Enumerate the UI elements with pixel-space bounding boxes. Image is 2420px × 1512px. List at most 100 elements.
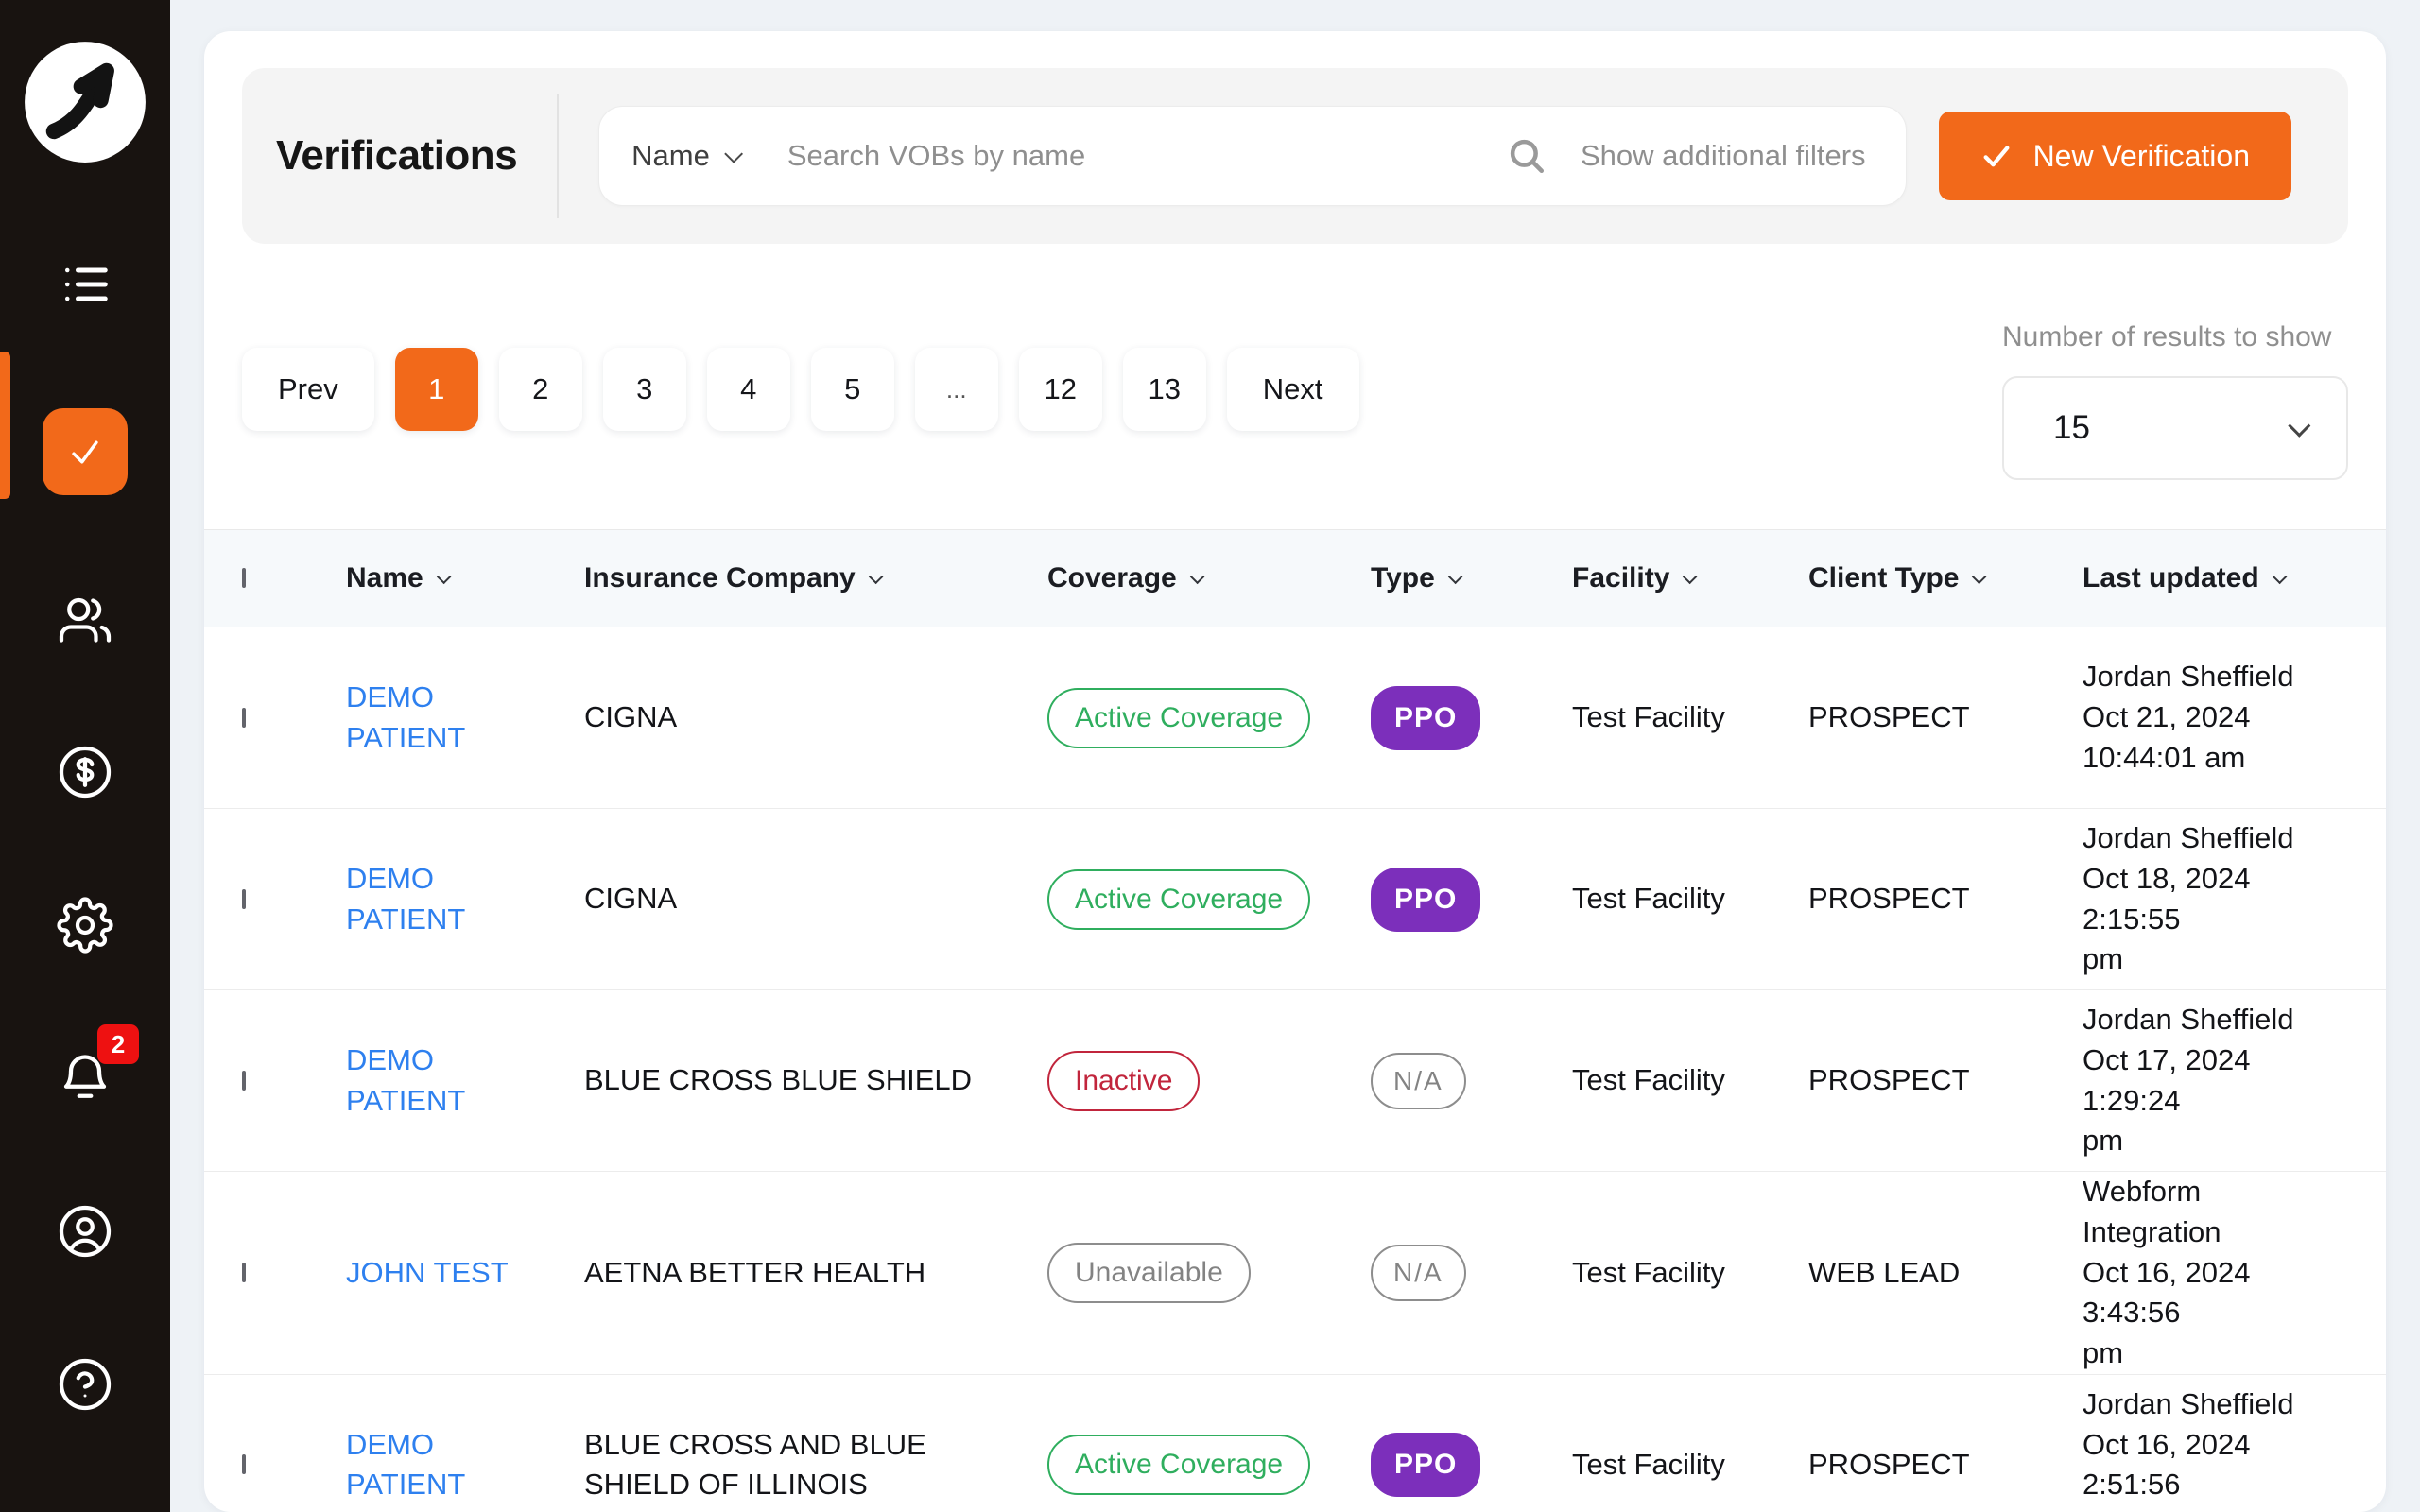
search-field-selector[interactable]: Name [631, 139, 743, 173]
column-header-name[interactable]: Name [346, 562, 584, 594]
dollar-icon [59, 746, 112, 799]
check-icon [72, 440, 98, 464]
new-verification-button[interactable]: New Verification [1938, 112, 2291, 200]
notification-badge: 2 [97, 1024, 139, 1064]
chevron-down-icon [1189, 569, 1205, 584]
pagination-ellipsis: ... [914, 348, 998, 431]
chevron-down-icon [2272, 569, 2288, 584]
pagination-page-2[interactable]: 2 [498, 348, 582, 431]
row-checkbox[interactable] [242, 1262, 246, 1282]
sidebar-item-billing[interactable] [56, 743, 114, 801]
coverage-badge: Active Coverage [1047, 868, 1311, 930]
patient-name-link[interactable]: DEMO PATIENT [346, 1042, 466, 1117]
search-input[interactable] [786, 139, 1507, 173]
sidebar-item-list[interactable] [56, 255, 114, 314]
facility: Test Facility [1572, 1255, 1725, 1289]
pagination-page-13[interactable]: 13 [1122, 348, 1206, 431]
content-card: Verifications Name Show additional filte… [204, 31, 2386, 1512]
sidebar: 2 [0, 0, 170, 1512]
check-icon [1983, 146, 2010, 167]
pagination-page-1[interactable]: 1 [394, 348, 478, 431]
verifications-table: Name Insurance Company Coverage Type Fac… [204, 529, 2386, 1512]
pagination-page-4[interactable]: 4 [706, 348, 790, 431]
patient-name-link[interactable]: DEMO PATIENT [346, 1427, 466, 1502]
pagination-page-12[interactable]: 12 [1018, 348, 1102, 431]
coverage-badge: Unavailable [1047, 1242, 1251, 1303]
column-header-client-type[interactable]: Client Type [1808, 562, 2083, 594]
pagination-prev[interactable]: Prev [242, 348, 374, 431]
patient-name-link[interactable]: DEMO PATIENT [346, 679, 466, 754]
column-header-coverage[interactable]: Coverage [1047, 562, 1371, 594]
sidebar-nav: 2 [43, 255, 139, 1414]
results-per-page: Number of results to show 15 [2002, 321, 2348, 480]
search-bar: Name Show additional filters [598, 106, 1907, 206]
table-header-row: Name Insurance Company Coverage Type Fac… [204, 529, 2386, 627]
facility: Test Facility [1572, 1063, 1725, 1097]
toolbar-divider [557, 94, 560, 218]
chevron-down-icon [2288, 414, 2311, 438]
sidebar-item-help[interactable] [56, 1355, 114, 1414]
chevron-down-icon [1447, 569, 1463, 584]
type-badge: N/A [1371, 1052, 1466, 1109]
table-row: DEMO PATIENT CIGNA Active Coverage PPO T… [204, 809, 2386, 990]
pagination: Prev 1 2 3 4 5 ... 12 13 Next [242, 348, 1359, 431]
insurance-company: CIGNA [584, 700, 678, 734]
table-row: JOHN TEST AETNA BETTER HEALTH Unavailabl… [204, 1172, 2386, 1375]
list-icon [65, 267, 108, 301]
sidebar-item-account[interactable] [56, 1202, 114, 1261]
facility: Test Facility [1572, 1447, 1725, 1481]
last-updated: Jordan Sheffield Oct 16, 2024 2:51:56 pm [2083, 1386, 2294, 1512]
results-per-page-label: Number of results to show [2002, 321, 2332, 352]
table-row: DEMO PATIENT BLUE CROSS BLUE SHIELD Inac… [204, 990, 2386, 1172]
client-type: PROSPECT [1808, 1063, 1970, 1097]
row-checkbox[interactable] [242, 888, 246, 909]
chevron-down-icon [1683, 569, 1698, 584]
client-type: PROSPECT [1808, 882, 1970, 916]
new-verification-label: New Verification [2032, 138, 2250, 173]
column-header-type[interactable]: Type [1371, 562, 1572, 594]
select-all-checkbox[interactable] [242, 568, 246, 588]
sidebar-item-verifications[interactable] [43, 408, 128, 495]
facility: Test Facility [1572, 700, 1725, 734]
page-title: Verifications [276, 132, 518, 179]
table-row: DEMO PATIENT CIGNA Active Coverage PPO T… [204, 627, 2386, 809]
coverage-badge: Active Coverage [1047, 687, 1311, 748]
sidebar-item-notifications[interactable]: 2 [56, 1024, 139, 1108]
client-type: PROSPECT [1808, 700, 1970, 734]
type-badge: PPO [1371, 685, 1481, 750]
type-badge: PPO [1371, 867, 1481, 932]
results-per-page-select[interactable]: 15 [2002, 376, 2348, 480]
pagination-next[interactable]: Next [1226, 348, 1359, 431]
client-type: WEB LEAD [1808, 1255, 1961, 1289]
client-type: PROSPECT [1808, 1447, 1970, 1481]
sidebar-item-clients[interactable] [56, 590, 114, 648]
app-logo[interactable] [23, 40, 147, 164]
row-checkbox[interactable] [242, 707, 246, 728]
search-icon [1510, 139, 1545, 174]
active-indicator-bar [0, 352, 10, 499]
row-checkbox[interactable] [242, 1070, 246, 1091]
last-updated: Webform Integration Oct 16, 2024 3:43:56… [2083, 1175, 2251, 1370]
column-header-last-updated[interactable]: Last updated [2083, 562, 2348, 594]
toolbar: Verifications Name Show additional filte… [242, 68, 2348, 244]
type-badge: N/A [1371, 1244, 1466, 1301]
gear-icon [57, 897, 113, 954]
row-checkbox[interactable] [242, 1454, 246, 1475]
results-per-page-value: 15 [2053, 409, 2090, 446]
chevron-down-icon [868, 569, 884, 584]
pagination-page-5[interactable]: 5 [810, 348, 894, 431]
column-header-facility[interactable]: Facility [1572, 562, 1808, 594]
show-additional-filters[interactable]: Show additional filters [1581, 139, 1866, 172]
patient-name-link[interactable]: DEMO PATIENT [346, 861, 466, 936]
controls-row: Prev 1 2 3 4 5 ... 12 13 Next Number of … [242, 321, 2348, 480]
search-button[interactable] [1507, 136, 1547, 176]
search-field-label: Name [631, 139, 710, 172]
pagination-page-3[interactable]: 3 [602, 348, 686, 431]
column-header-insurance[interactable]: Insurance Company [584, 562, 1047, 594]
chevron-down-icon [436, 569, 452, 584]
coverage-badge: Inactive [1047, 1050, 1201, 1111]
facility: Test Facility [1572, 882, 1725, 916]
last-updated: Jordan Sheffield Oct 18, 2024 2:15:55 pm [2083, 820, 2294, 976]
sidebar-item-settings[interactable] [56, 896, 114, 954]
patient-name-link[interactable]: JOHN TEST [346, 1255, 509, 1289]
